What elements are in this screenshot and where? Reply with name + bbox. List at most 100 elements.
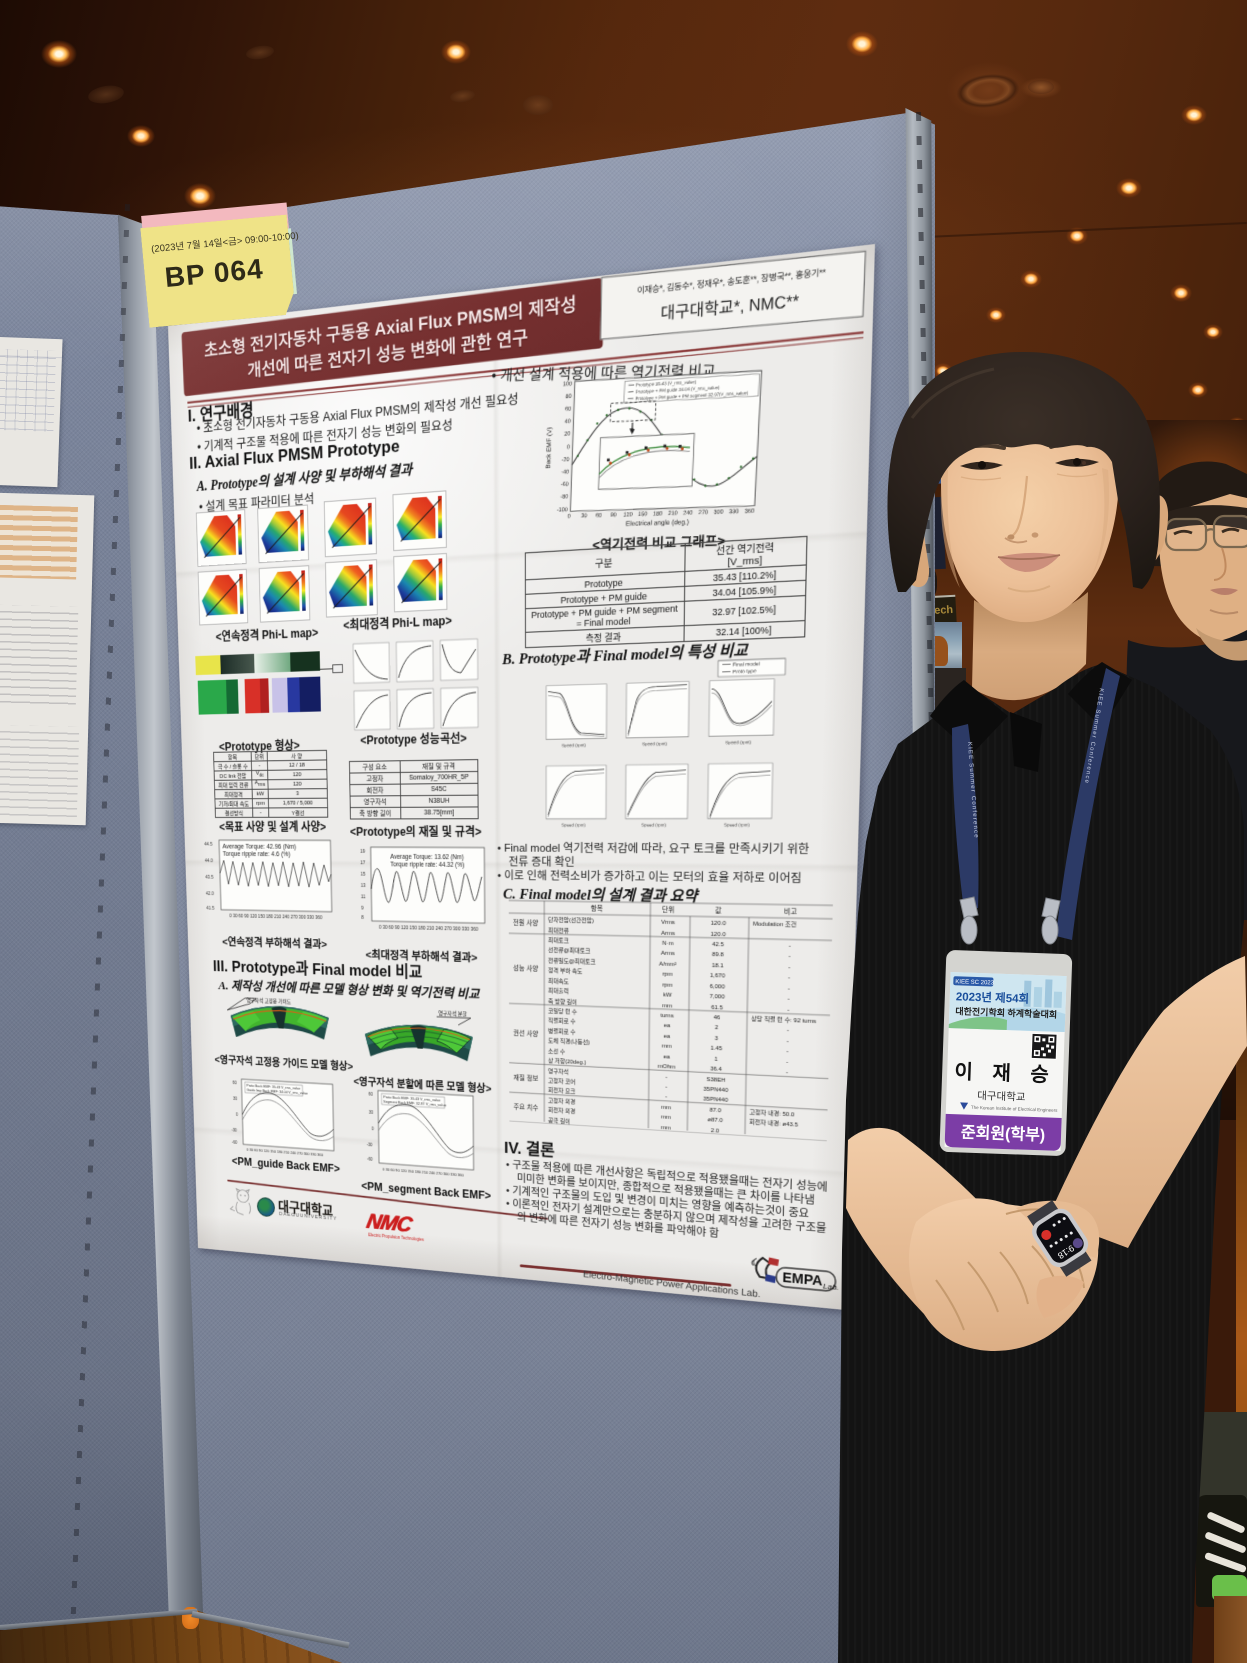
svg-text:Torque ripple rate: 44.32 (%): Torque ripple rate: 44.32 (%) [390,862,464,869]
svg-text:180: 180 [653,511,663,518]
svg-text:-: - [665,1074,667,1080]
svg-text:-20: -20 [561,457,569,464]
svg-text:rpm: rpm [662,982,673,989]
svg-text:주요 치수: 주요 치수 [514,1102,539,1113]
svg-text:Prototype 35.43 (V_rms_value): Prototype 35.43 (V_rms_value) [636,379,697,388]
svg-text:최대전류: 최대전류 [548,926,569,935]
svg-text:30: 30 [233,1096,238,1101]
svg-text:ea: ea [663,1054,671,1061]
svg-text:-: - [788,965,790,972]
svg-text:2: 2 [715,1025,718,1032]
svg-text:0 30 60 90 120 150 180 210: 0 30 60 90 120 150 180 210 240 270 300 3… [383,1167,465,1178]
svg-text:-: - [786,1049,788,1056]
svg-text:mm: mm [661,1115,671,1122]
svg-text:30: 30 [369,1110,374,1115]
svg-text:1,670: 1,670 [710,973,725,980]
svg-text:성능 사양: 성능 사양 [513,963,538,973]
svg-text:mm: mm [662,1003,672,1010]
svg-text:60: 60 [369,1092,374,1097]
svg-text:-100: -100 [557,507,568,514]
svg-text:41.5: 41.5 [206,906,214,911]
svg-text:도체 직경(나동선): 도체 직경(나동선) [548,1036,590,1046]
svg-text:35PN440: 35PN440 [703,1097,728,1105]
svg-text:영구자석 고정용 가이드: 영구자석 고정용 가이드 [246,996,291,1005]
svg-text:rpm: rpm [662,972,673,979]
svg-text:-80: -80 [560,494,568,501]
svg-text:300: 300 [714,509,724,516]
svg-text:120.0: 120.0 [710,931,725,938]
svg-text:60: 60 [233,1080,238,1085]
svg-text:35PN440: 35PN440 [703,1086,728,1094]
svg-text:Modulation 조건: Modulation 조건 [753,920,797,929]
svg-text:44.5: 44.5 [204,842,212,847]
svg-text:-60: -60 [232,1140,238,1145]
svg-text:영구자석 분할: 영구자석 분할 [438,1009,467,1018]
svg-text:이 재 승: 이 재 승 [954,1060,1056,1087]
svg-text:0 30 60 90 120 150 180 210: 0 30 60 90 120 150 180 210 240 270 300 3… [379,925,479,932]
svg-text:3: 3 [715,1036,718,1043]
svg-text:Prototype + PM guide 34.04 (V_: Prototype + PM guide 34.04 (V_rms_value) [636,384,721,394]
svg-text:고정자 코어: 고정자 코어 [548,1076,575,1086]
svg-text:상 저항(20deg.): 상 저항(20deg.) [548,1056,586,1066]
svg-text:선전류@최대토크: 선전류@최대토크 [548,946,590,955]
svg-text:회전자 내경: ø43.5: 회전자 내경: ø43.5 [749,1118,798,1129]
svg-text:-: - [788,986,790,993]
svg-text:Average Torque: 13.62 (Nm): Average Torque: 13.62 (Nm) [390,855,464,862]
svg-text:kW: kW [663,992,672,999]
svg-text:19: 19 [360,849,365,854]
svg-text:42.5: 42.5 [712,942,724,949]
svg-text:0 30 60 90 120 150 180 210: 0 30 60 90 120 150 180 210 240 270 300 3… [247,1147,324,1157]
svg-text:42.0: 42.0 [206,891,214,896]
svg-text:30: 30 [581,513,588,520]
svg-text:병렬회로 수: 병렬회로 수 [548,1026,575,1035]
svg-text:단자전압(선간전압): 단자전압(선간전압) [548,915,594,924]
svg-text:-: - [786,1060,788,1067]
svg-text:Arms: Arms [661,951,675,958]
svg-text:Final model: Final model [733,661,760,667]
svg-text:회전자 요크: 회전자 요크 [548,1086,575,1096]
svg-text:Back EMF (V): Back EMF (V) [546,427,554,469]
svg-text:18.1: 18.1 [712,963,724,970]
svg-text:330: 330 [729,508,739,515]
svg-text:Speed (rpm): Speed (rpm) [725,739,752,745]
svg-text:Proto Back EMF: 35.43 V_rms_va: Proto Back EMF: 35.43 V_rms_value [246,1084,300,1091]
svg-text:정격 부하 속도: 정격 부하 속도 [548,966,582,975]
svg-text:9: 9 [361,905,364,910]
svg-text:A/mm²: A/mm² [659,961,677,968]
svg-text:직렬회로 수: 직렬회로 수 [548,1016,575,1025]
svg-text:S38EH: S38EH [706,1076,725,1083]
svg-text:44.0: 44.0 [205,858,213,863]
svg-text:150: 150 [638,511,648,518]
svg-text:60: 60 [565,406,572,413]
svg-text:20: 20 [564,431,571,438]
svg-text:EMPA: EMPA [782,1270,823,1289]
svg-text:-: - [787,1039,789,1046]
svg-text:61.5: 61.5 [711,1004,723,1011]
svg-text:값: 값 [715,906,722,915]
svg-text:17: 17 [360,860,365,865]
svg-text:Average Torque: 42.96 (Nm): Average Torque: 42.96 (Nm) [222,843,296,850]
svg-text:Speed (rpm): Speed (rpm) [642,741,668,747]
svg-text:Arms: Arms [661,930,675,937]
svg-text:The Korean Institute of Electr: The Korean Institute of Electrical Engin… [971,1105,1058,1113]
svg-text:비고: 비고 [784,906,797,916]
svg-text:권선 사양: 권선 사양 [513,1028,538,1038]
svg-text:단위: 단위 [662,904,675,914]
svg-text:최대속도: 최대속도 [548,976,569,985]
svg-text:Proto Back EMF: 35.43 V_rms_va: Proto Back EMF: 35.43 V_rms_value [383,1095,440,1102]
svg-text:공극 길이: 공극 길이 [548,1116,570,1125]
svg-text:-30: -30 [231,1128,237,1133]
svg-text:항목: 항목 [591,903,603,913]
svg-text:2.0: 2.0 [711,1128,719,1135]
svg-text:-: - [789,943,791,950]
svg-text:Speed (rpm): Speed (rpm) [561,822,586,827]
svg-text:240: 240 [683,510,693,517]
svg-text:축 방향 길이: 축 방향 길이 [548,996,577,1005]
svg-text:46: 46 [713,1015,720,1022]
svg-text:120.0: 120.0 [711,921,726,928]
svg-text:ø87.0: ø87.0 [708,1117,723,1124]
svg-text:Speed (rpm): Speed (rpm) [562,742,587,748]
svg-text:1.45: 1.45 [710,1046,722,1053]
svg-text:0 30 60 90 120 150 180 210: 0 30 60 90 120 150 180 210 240 270 300 3… [229,913,322,920]
svg-text:2023년 제54회: 2023년 제54회 [956,989,1030,1006]
